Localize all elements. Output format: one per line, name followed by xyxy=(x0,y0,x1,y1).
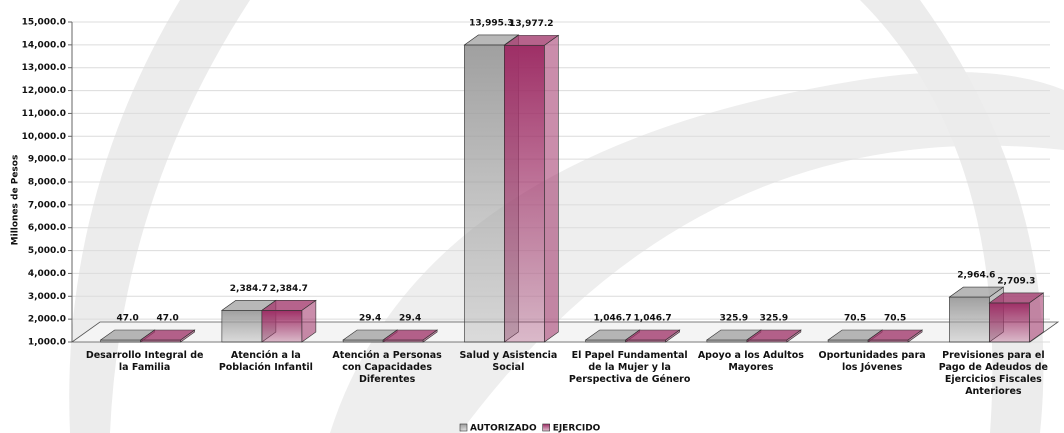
x-tick-label: Apoyo a los Adultos Mayores xyxy=(697,350,804,373)
bar-side xyxy=(786,329,802,343)
bar xyxy=(139,329,196,343)
bar xyxy=(382,329,439,343)
y-tick-label: 15,000.0 xyxy=(22,18,66,28)
y-tick-label: 10,000.0 xyxy=(22,132,66,142)
value-label: 2,384.7 xyxy=(230,284,268,294)
bar xyxy=(503,34,560,343)
x-tick-label: Oportunidades para los Jóvenes xyxy=(818,350,926,373)
bar-side xyxy=(180,329,195,343)
bar xyxy=(624,329,681,343)
value-label: 47.0 xyxy=(157,314,179,324)
bar xyxy=(260,299,317,343)
value-label: 29.4 xyxy=(399,314,421,324)
x-tick-label: Atención a la Población Infantil xyxy=(218,350,313,373)
x-tick-label: Desarrollo Integral de la Familia xyxy=(85,350,204,373)
y-tick-label: 7,000.0 xyxy=(28,200,66,210)
y-tick-label: 3,000.0 xyxy=(28,292,66,302)
x-tick-label: Salud y Asistencia Social xyxy=(459,350,558,373)
y-tick-label: 8,000.0 xyxy=(28,178,66,188)
bar-front xyxy=(989,302,1030,343)
bar-front xyxy=(221,310,263,343)
bar-side xyxy=(907,329,923,343)
x-tick-label: Previsiones para el Pago de Adeudos de E… xyxy=(938,350,1048,397)
y-tick-label: 9,000.0 xyxy=(28,155,66,165)
y-tick-label: 12,000.0 xyxy=(22,86,66,96)
value-label: 2,709.3 xyxy=(997,276,1035,286)
y-tick-label: 11,000.0 xyxy=(22,109,66,119)
value-label: 29.4 xyxy=(359,314,381,324)
y-tick-label: 2,000.0 xyxy=(28,315,66,325)
value-label: 47.0 xyxy=(117,314,139,324)
value-label: 70.5 xyxy=(884,314,906,324)
value-label: 1,046.7 xyxy=(594,314,632,324)
y-tick-label: 6,000.0 xyxy=(28,223,66,233)
x-tick-label: El Papel Fundamental de la Mujer y la Pe… xyxy=(568,350,691,385)
value-label: 325.9 xyxy=(760,314,788,324)
bar-front xyxy=(261,310,303,343)
bar-side xyxy=(301,299,317,343)
bar-front xyxy=(949,296,990,343)
value-label: 70.5 xyxy=(844,314,866,324)
legend-swatch xyxy=(542,423,550,432)
y-tick-label: 14,000.0 xyxy=(22,40,66,50)
legend-label: AUTORIZADO xyxy=(470,424,537,433)
value-label: 1,046.7 xyxy=(634,314,672,324)
value-label: 325.9 xyxy=(720,314,748,324)
y-tick-label: 5,000.0 xyxy=(28,246,66,256)
value-label: 2,384.7 xyxy=(270,284,308,294)
background-swoosh xyxy=(330,72,1064,433)
bar xyxy=(745,329,802,343)
y-tick-label: 13,000.0 xyxy=(22,63,66,73)
y-tick-label: 4,000.0 xyxy=(28,269,66,279)
value-label: 2,964.6 xyxy=(957,271,995,281)
bar-side xyxy=(665,329,680,343)
bar xyxy=(988,292,1045,343)
bar-side xyxy=(422,329,438,343)
legend-swatch xyxy=(459,423,468,432)
value-label: 13,995.3 xyxy=(469,18,513,28)
bar-side xyxy=(544,34,559,343)
legend-label: EJERCIDO xyxy=(553,424,601,433)
y-tick-label: 1,000.0 xyxy=(28,338,66,348)
y-axis-title: Millones de Pesos xyxy=(11,155,21,246)
bar-front xyxy=(504,45,545,343)
bar xyxy=(867,329,924,343)
bar-front xyxy=(464,44,505,343)
bar-side xyxy=(1029,292,1044,343)
x-tick-label: Atención a Personas con Capacidades Dife… xyxy=(332,350,442,385)
value-label: 13,977.2 xyxy=(509,19,553,29)
